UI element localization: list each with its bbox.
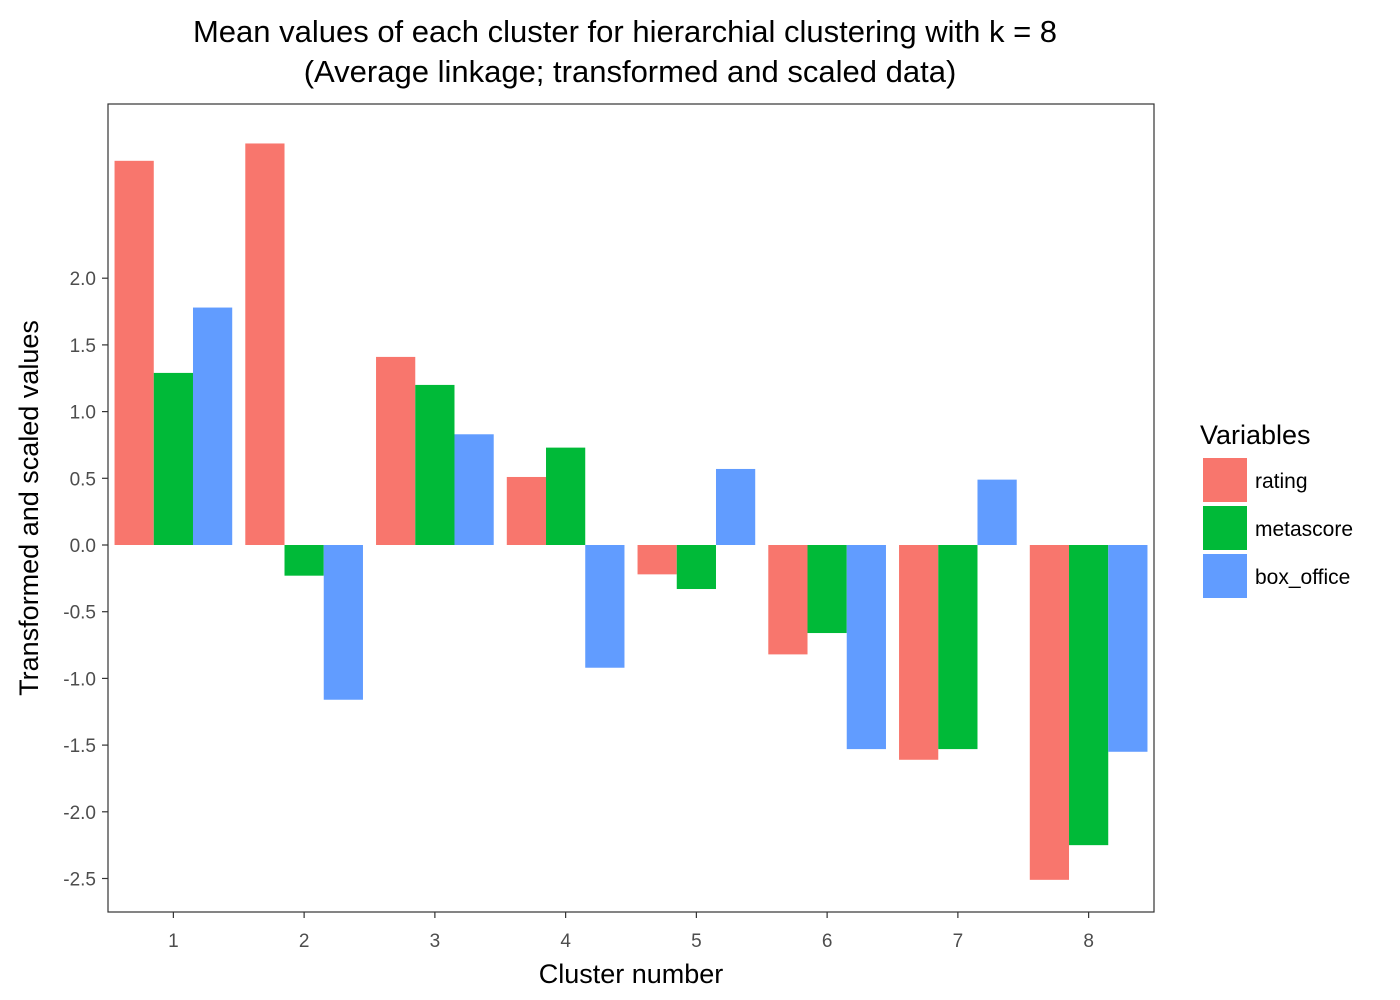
y-tick-label: -1.0 xyxy=(63,669,96,690)
bar-metascore-cluster-8 xyxy=(1069,545,1109,846)
bar-box_office-cluster-2 xyxy=(323,545,363,700)
legend-label-box_office: box_office xyxy=(1255,566,1350,589)
bar-rating-cluster-8 xyxy=(1029,545,1070,880)
legend-key-metascore xyxy=(1203,506,1247,550)
legend-label-metascore: metascore xyxy=(1255,518,1353,541)
y-tick-label: 0.0 xyxy=(70,536,96,557)
y-tick-label: 0.5 xyxy=(70,469,96,490)
bar-box_office-cluster-7 xyxy=(977,479,1017,545)
x-tick-label: 7 xyxy=(953,931,964,952)
x-tick-label: 2 xyxy=(299,931,310,952)
bar-rating-cluster-2 xyxy=(245,143,285,545)
bar-metascore-cluster-2 xyxy=(284,545,324,576)
x-tick-label: 8 xyxy=(1083,931,1094,952)
bar-metascore-cluster-5 xyxy=(676,545,716,590)
bar-rating-cluster-3 xyxy=(376,356,416,545)
y-tick-label: -2.5 xyxy=(63,870,96,891)
y-tick-label: 1.5 xyxy=(70,336,96,357)
legend-key-rating xyxy=(1203,458,1247,502)
x-tick-label: 4 xyxy=(560,931,571,952)
bar-box_office-cluster-8 xyxy=(1108,545,1148,752)
bars-group xyxy=(114,143,1148,880)
chart-subtitle: (Average linkage; transformed and scaled… xyxy=(304,54,957,89)
bar-rating-cluster-7 xyxy=(899,545,939,760)
chart-title: Mean values of each cluster for hierarch… xyxy=(193,14,1057,49)
legend-key-box_office xyxy=(1203,554,1247,598)
x-axis-title: Cluster number xyxy=(539,959,724,989)
bar-metascore-cluster-6 xyxy=(807,545,847,634)
y-tick-label: -1.5 xyxy=(63,736,96,757)
bar-metascore-cluster-7 xyxy=(938,545,978,750)
bar-metascore-cluster-3 xyxy=(415,384,455,545)
bar-box_office-cluster-1 xyxy=(192,307,233,545)
bar-rating-cluster-6 xyxy=(768,545,808,655)
legend-title: Variables xyxy=(1200,420,1311,450)
y-tick-label: 2.0 xyxy=(70,269,96,290)
bar-rating-cluster-1 xyxy=(114,160,154,545)
x-tick-label: 3 xyxy=(430,931,441,952)
y-axis: -2.5 -2.0 -1.5 -1.0 -0.5 0.0 0.5 1.0 1.5 2.0 xyxy=(63,269,108,891)
bar-box_office-cluster-6 xyxy=(846,545,886,750)
y-tick-label: -0.5 xyxy=(63,603,96,624)
x-tick-label: 1 xyxy=(168,931,179,952)
bar-box_office-cluster-3 xyxy=(454,434,494,545)
plot-panel-border xyxy=(107,103,1155,913)
y-tick-label: -2.0 xyxy=(63,803,96,824)
x-tick-label: 5 xyxy=(691,931,702,952)
legend-label-rating: rating xyxy=(1255,470,1308,493)
bar-box_office-cluster-5 xyxy=(715,468,756,545)
bar-rating-cluster-4 xyxy=(506,476,547,545)
bar-box_office-cluster-4 xyxy=(585,545,625,668)
y-axis-title: Transformed and scaled values xyxy=(14,320,44,696)
legend: Variables rating metascore box_office xyxy=(1200,420,1353,598)
bar-metascore-cluster-4 xyxy=(546,447,586,545)
bar-metascore-cluster-1 xyxy=(153,372,193,545)
y-tick-label: 1.0 xyxy=(70,403,96,424)
legend-items: rating metascore box_office xyxy=(1203,458,1353,598)
x-axis: 1 2 3 4 5 6 7 8 xyxy=(168,912,1094,952)
bar-rating-cluster-5 xyxy=(637,545,677,575)
x-tick-label: 6 xyxy=(822,931,833,952)
